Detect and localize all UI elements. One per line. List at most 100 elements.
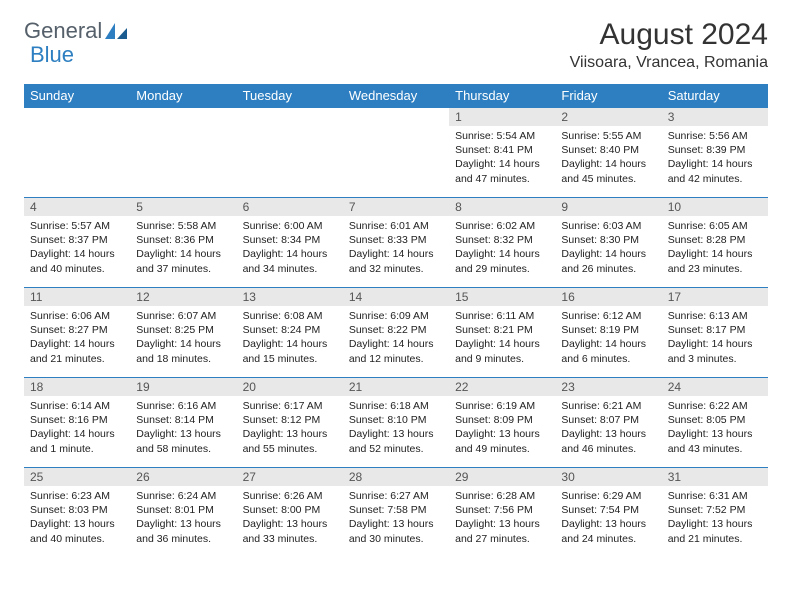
sunrise-text: Sunrise: 6:18 AM — [349, 399, 443, 413]
sunrise-text: Sunrise: 6:12 AM — [561, 309, 655, 323]
header: General August 2024 Viisoara, Vrancea, R… — [24, 18, 768, 72]
sunset-text: Sunset: 8:17 PM — [668, 323, 762, 337]
weekday-row: Sunday Monday Tuesday Wednesday Thursday… — [24, 84, 768, 108]
day-data: Sunrise: 6:02 AMSunset: 8:32 PMDaylight:… — [449, 216, 555, 280]
calendar-cell: 13Sunrise: 6:08 AMSunset: 8:24 PMDayligh… — [237, 288, 343, 378]
day-number: 30 — [555, 468, 661, 486]
sunrise-text: Sunrise: 6:17 AM — [243, 399, 337, 413]
day-data: Sunrise: 6:01 AMSunset: 8:33 PMDaylight:… — [343, 216, 449, 280]
logo-text-general: General — [24, 18, 102, 44]
daylight-text: Daylight: 13 hours and 24 minutes. — [561, 517, 655, 545]
sunrise-text: Sunrise: 5:56 AM — [668, 129, 762, 143]
calendar-cell: 5Sunrise: 5:58 AMSunset: 8:36 PMDaylight… — [130, 198, 236, 288]
daylight-text: Daylight: 13 hours and 52 minutes. — [349, 427, 443, 455]
sunset-text: Sunset: 7:54 PM — [561, 503, 655, 517]
day-data: Sunrise: 6:22 AMSunset: 8:05 PMDaylight:… — [662, 396, 768, 460]
calendar-cell — [24, 108, 130, 198]
day-number: 21 — [343, 378, 449, 396]
day-number: 13 — [237, 288, 343, 306]
sunset-text: Sunset: 8:25 PM — [136, 323, 230, 337]
sunrise-text: Sunrise: 6:16 AM — [136, 399, 230, 413]
sunset-text: Sunset: 8:01 PM — [136, 503, 230, 517]
weekday-header: Tuesday — [237, 84, 343, 108]
sunset-text: Sunset: 8:40 PM — [561, 143, 655, 157]
calendar-cell: 16Sunrise: 6:12 AMSunset: 8:19 PMDayligh… — [555, 288, 661, 378]
day-number — [343, 108, 449, 126]
daylight-text: Daylight: 13 hours and 49 minutes. — [455, 427, 549, 455]
day-number: 26 — [130, 468, 236, 486]
sunrise-text: Sunrise: 5:54 AM — [455, 129, 549, 143]
day-number: 2 — [555, 108, 661, 126]
calendar-cell — [237, 108, 343, 198]
day-data: Sunrise: 6:07 AMSunset: 8:25 PMDaylight:… — [130, 306, 236, 370]
day-number: 27 — [237, 468, 343, 486]
daylight-text: Daylight: 14 hours and 26 minutes. — [561, 247, 655, 275]
sunrise-text: Sunrise: 6:03 AM — [561, 219, 655, 233]
day-data: Sunrise: 6:13 AMSunset: 8:17 PMDaylight:… — [662, 306, 768, 370]
sunset-text: Sunset: 8:41 PM — [455, 143, 549, 157]
sunrise-text: Sunrise: 6:11 AM — [455, 309, 549, 323]
calendar-cell: 25Sunrise: 6:23 AMSunset: 8:03 PMDayligh… — [24, 468, 130, 558]
sunset-text: Sunset: 8:16 PM — [30, 413, 124, 427]
sunrise-text: Sunrise: 6:06 AM — [30, 309, 124, 323]
calendar-row: 18Sunrise: 6:14 AMSunset: 8:16 PMDayligh… — [24, 378, 768, 468]
sunrise-text: Sunrise: 6:14 AM — [30, 399, 124, 413]
logo-text-blue-wrap: Blue — [30, 42, 74, 68]
month-title: August 2024 — [570, 18, 768, 52]
daylight-text: Daylight: 14 hours and 29 minutes. — [455, 247, 549, 275]
calendar-cell: 11Sunrise: 6:06 AMSunset: 8:27 PMDayligh… — [24, 288, 130, 378]
sunrise-text: Sunrise: 5:58 AM — [136, 219, 230, 233]
day-data: Sunrise: 6:16 AMSunset: 8:14 PMDaylight:… — [130, 396, 236, 460]
daylight-text: Daylight: 14 hours and 9 minutes. — [455, 337, 549, 365]
day-number — [130, 108, 236, 126]
day-data: Sunrise: 6:19 AMSunset: 8:09 PMDaylight:… — [449, 396, 555, 460]
sunrise-text: Sunrise: 6:08 AM — [243, 309, 337, 323]
daylight-text: Daylight: 14 hours and 3 minutes. — [668, 337, 762, 365]
calendar-cell — [343, 108, 449, 198]
calendar-cell: 4Sunrise: 5:57 AMSunset: 8:37 PMDaylight… — [24, 198, 130, 288]
sunrise-text: Sunrise: 6:29 AM — [561, 489, 655, 503]
calendar-row: 1Sunrise: 5:54 AMSunset: 8:41 PMDaylight… — [24, 108, 768, 198]
calendar-table: Sunday Monday Tuesday Wednesday Thursday… — [24, 84, 768, 558]
day-number: 24 — [662, 378, 768, 396]
day-number: 15 — [449, 288, 555, 306]
sunset-text: Sunset: 8:33 PM — [349, 233, 443, 247]
calendar-cell: 9Sunrise: 6:03 AMSunset: 8:30 PMDaylight… — [555, 198, 661, 288]
day-number: 4 — [24, 198, 130, 216]
logo-text-blue: Blue — [30, 42, 74, 67]
daylight-text: Daylight: 14 hours and 37 minutes. — [136, 247, 230, 275]
daylight-text: Daylight: 13 hours and 55 minutes. — [243, 427, 337, 455]
sunset-text: Sunset: 8:12 PM — [243, 413, 337, 427]
day-data: Sunrise: 6:05 AMSunset: 8:28 PMDaylight:… — [662, 216, 768, 280]
sunrise-text: Sunrise: 6:22 AM — [668, 399, 762, 413]
calendar-cell: 8Sunrise: 6:02 AMSunset: 8:32 PMDaylight… — [449, 198, 555, 288]
calendar-row: 4Sunrise: 5:57 AMSunset: 8:37 PMDaylight… — [24, 198, 768, 288]
day-data: Sunrise: 6:06 AMSunset: 8:27 PMDaylight:… — [24, 306, 130, 370]
calendar-cell: 2Sunrise: 5:55 AMSunset: 8:40 PMDaylight… — [555, 108, 661, 198]
day-number: 11 — [24, 288, 130, 306]
day-number: 17 — [662, 288, 768, 306]
day-data: Sunrise: 6:09 AMSunset: 8:22 PMDaylight:… — [343, 306, 449, 370]
sunrise-text: Sunrise: 6:13 AM — [668, 309, 762, 323]
daylight-text: Daylight: 14 hours and 34 minutes. — [243, 247, 337, 275]
day-number — [24, 108, 130, 126]
daylight-text: Daylight: 14 hours and 18 minutes. — [136, 337, 230, 365]
calendar-cell: 22Sunrise: 6:19 AMSunset: 8:09 PMDayligh… — [449, 378, 555, 468]
day-number: 7 — [343, 198, 449, 216]
day-number: 28 — [343, 468, 449, 486]
calendar-cell: 21Sunrise: 6:18 AMSunset: 8:10 PMDayligh… — [343, 378, 449, 468]
sunrise-text: Sunrise: 6:26 AM — [243, 489, 337, 503]
calendar-row: 11Sunrise: 6:06 AMSunset: 8:27 PMDayligh… — [24, 288, 768, 378]
calendar-body: 1Sunrise: 5:54 AMSunset: 8:41 PMDaylight… — [24, 108, 768, 558]
day-data: Sunrise: 5:57 AMSunset: 8:37 PMDaylight:… — [24, 216, 130, 280]
day-number: 31 — [662, 468, 768, 486]
daylight-text: Daylight: 13 hours and 43 minutes. — [668, 427, 762, 455]
daylight-text: Daylight: 13 hours and 40 minutes. — [30, 517, 124, 545]
calendar-cell: 23Sunrise: 6:21 AMSunset: 8:07 PMDayligh… — [555, 378, 661, 468]
day-data: Sunrise: 6:31 AMSunset: 7:52 PMDaylight:… — [662, 486, 768, 550]
sunset-text: Sunset: 7:52 PM — [668, 503, 762, 517]
logo: General — [24, 18, 130, 44]
daylight-text: Daylight: 14 hours and 21 minutes. — [30, 337, 124, 365]
sunset-text: Sunset: 8:00 PM — [243, 503, 337, 517]
daylight-text: Daylight: 14 hours and 32 minutes. — [349, 247, 443, 275]
